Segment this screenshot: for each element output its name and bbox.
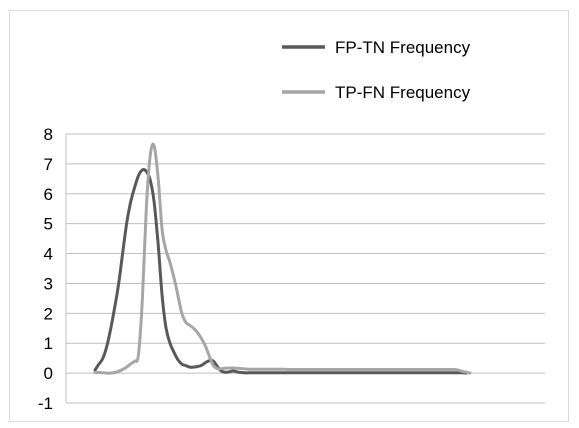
y-axis: -1 0 1 2 3 4 5 6 7 8 xyxy=(38,125,67,413)
y-tick-label: 8 xyxy=(44,125,53,144)
y-tick-label: -1 xyxy=(38,394,53,413)
series-line-tp-fn-frequency xyxy=(93,142,472,375)
y-tick-label: 2 xyxy=(44,304,53,323)
y-tick-label: 7 xyxy=(44,155,53,174)
y-tick-label: 1 xyxy=(44,334,53,353)
gridlines xyxy=(66,133,545,404)
legend-label-0: FP-TN Frequency xyxy=(335,38,471,57)
legend: FP-TN Frequency TP-FN Frequency xyxy=(282,38,471,102)
y-tick-label: 6 xyxy=(44,185,53,204)
y-tick-label: 4 xyxy=(44,245,53,264)
y-tick-label: 0 xyxy=(44,364,53,383)
legend-label-1: TP-FN Frequency xyxy=(335,83,471,102)
y-tick-label: 5 xyxy=(44,215,53,234)
y-tick-label: 3 xyxy=(44,274,53,293)
series-line-fp-tn-frequency xyxy=(93,168,468,375)
series-lines xyxy=(93,142,472,375)
chart-frame xyxy=(9,10,569,422)
